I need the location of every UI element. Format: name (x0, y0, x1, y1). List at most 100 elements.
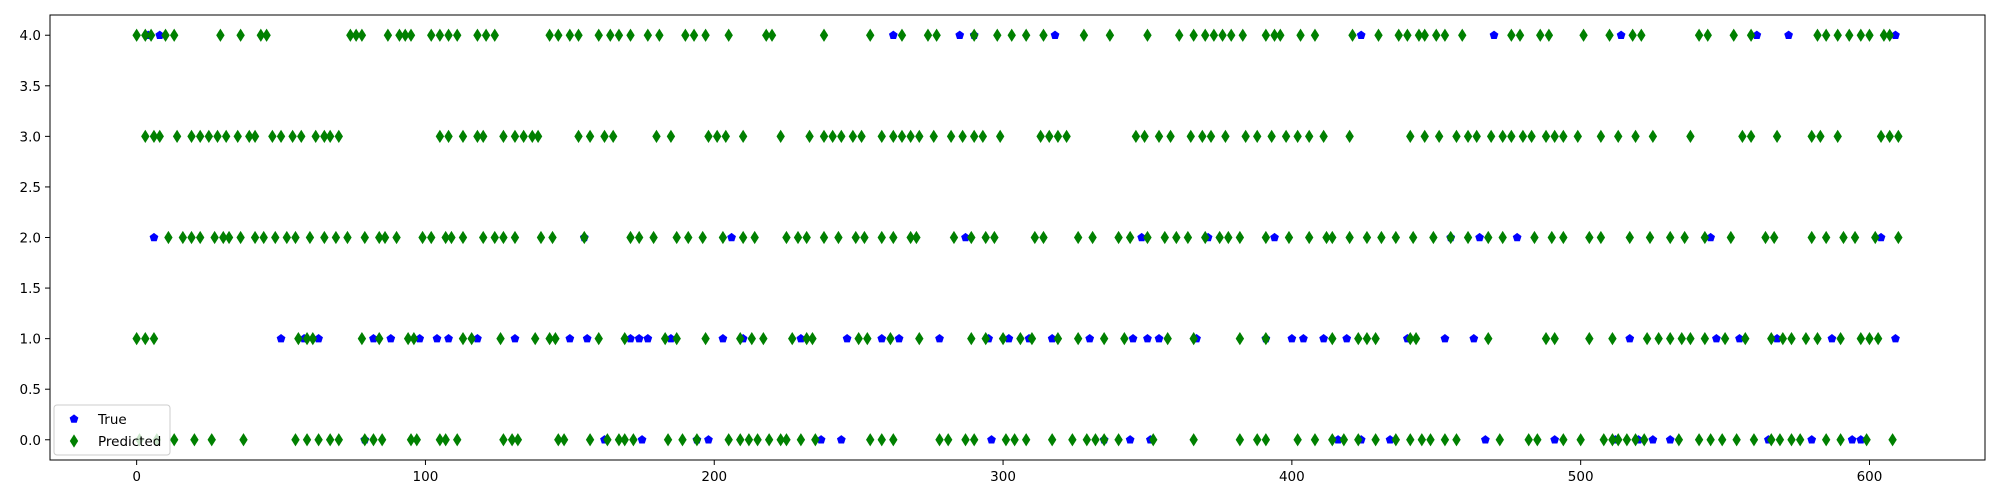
true-point (386, 334, 396, 343)
predicted-point (1328, 433, 1337, 447)
predicted-point (1778, 332, 1788, 346)
predicted-point (1767, 332, 1776, 346)
predicted-point (490, 230, 499, 245)
predicted-point (788, 332, 797, 346)
true-point (1125, 435, 1135, 444)
predicted-point (626, 28, 635, 42)
predicted-point (819, 230, 829, 245)
predicted-point (250, 129, 260, 143)
predicted-point (1446, 230, 1455, 245)
predicted-point (294, 332, 303, 346)
predicted-point (1726, 230, 1736, 245)
predicted-point (1354, 332, 1363, 346)
true-point (704, 435, 713, 444)
predicted-point (1637, 28, 1646, 42)
true-point (961, 232, 970, 242)
predicted-point (288, 129, 297, 143)
predicted-point (1873, 332, 1883, 346)
predicted-point (149, 332, 159, 346)
predicted-point (961, 433, 970, 447)
predicted-point (819, 28, 829, 42)
predicted-point (1452, 433, 1461, 447)
y-axis: 0.0 0.5 1.0 1.5 2.0 2.5 3.0 3.5 4.0 (20, 28, 50, 449)
predicted-point (995, 129, 1005, 143)
predicted-point (1143, 230, 1152, 245)
predicted-point (701, 332, 710, 346)
true-point (842, 334, 852, 343)
predicted-point (499, 129, 508, 143)
predicted-point (889, 230, 898, 245)
predicted-point (889, 433, 898, 447)
predicted-point (1576, 433, 1585, 447)
predicted-point (802, 230, 811, 245)
predicted-point (1391, 230, 1401, 245)
predicted-point (663, 433, 673, 447)
predicted-point (1507, 28, 1516, 42)
predicted-point (1746, 28, 1756, 42)
predicted-point (724, 28, 733, 42)
predicted-point (1885, 129, 1894, 143)
predicted-point (1518, 129, 1528, 143)
predicted-point (325, 129, 335, 143)
predicted-point (1235, 230, 1245, 245)
true-point (1827, 334, 1837, 343)
predicted-point (1082, 433, 1092, 447)
predicted-point (1486, 129, 1496, 143)
predicted-point (271, 230, 280, 245)
predicted-point (1374, 28, 1383, 42)
predicted-point (357, 332, 367, 346)
predicted-point (1888, 433, 1897, 447)
predicted-point (1154, 129, 1164, 143)
predicted-point (1472, 129, 1481, 143)
predicted-point (357, 28, 367, 42)
predicted-point (314, 433, 323, 447)
true-point (1512, 232, 1522, 242)
predicted-point (395, 28, 404, 42)
predicted-point (256, 28, 266, 42)
true-point (1137, 232, 1147, 242)
predicted-point (259, 230, 268, 245)
predicted-point (1856, 28, 1866, 42)
predicted-point (764, 433, 774, 447)
predicted-point (1680, 230, 1689, 245)
predicted-point (190, 433, 199, 447)
predicted-point (851, 230, 860, 245)
predicted-point (1053, 129, 1063, 143)
predicted-point (1125, 230, 1135, 245)
predicted-point (554, 433, 563, 447)
predicted-point (169, 28, 179, 42)
predicted-point (262, 28, 271, 42)
predicted-point (1631, 129, 1640, 143)
predicted-point (620, 433, 629, 447)
predicted-point (1694, 28, 1704, 42)
predicted-point (603, 433, 612, 447)
predicted-point (1573, 129, 1582, 143)
predicted-point (923, 28, 933, 42)
predicted-point (1700, 230, 1710, 245)
predicted-point (946, 129, 956, 143)
predicted-point (1432, 28, 1441, 42)
predicted-point (334, 129, 344, 143)
predicted-point (649, 230, 658, 245)
predicted-point (1772, 129, 1782, 143)
predicted-point (1345, 129, 1354, 143)
true-point (796, 334, 806, 343)
predicted-point (458, 332, 468, 346)
predicted-point (721, 129, 731, 143)
true-point (473, 334, 482, 343)
predicted-point (1296, 28, 1305, 42)
predicted-point (444, 28, 453, 42)
predicted-point (1596, 129, 1606, 143)
predicted-point (403, 332, 413, 346)
predicted-point (236, 28, 245, 42)
predicted-point (1717, 433, 1727, 447)
predicted-point (1189, 433, 1198, 447)
predicted-point (1631, 433, 1640, 447)
predicted-point (1524, 433, 1533, 447)
predicted-point (1209, 28, 1219, 42)
predicted-point (409, 332, 419, 346)
predicted-point (1198, 129, 1207, 143)
predicted-point (915, 332, 924, 346)
predicted-point (1530, 230, 1539, 245)
